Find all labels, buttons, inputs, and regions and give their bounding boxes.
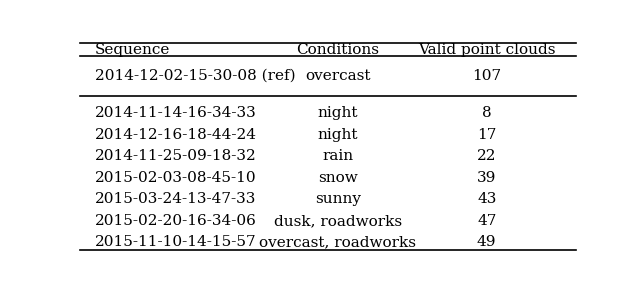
Text: 8: 8 [482, 106, 492, 120]
Text: night: night [317, 106, 358, 120]
Text: overcast, roadworks: overcast, roadworks [259, 235, 417, 249]
Text: 107: 107 [472, 69, 501, 83]
Text: 49: 49 [477, 235, 497, 249]
Text: overcast: overcast [305, 69, 371, 83]
Text: 2014-12-16-18-44-24: 2014-12-16-18-44-24 [95, 128, 257, 142]
Text: 43: 43 [477, 192, 497, 206]
Text: 2014-11-25-09-18-32: 2014-11-25-09-18-32 [95, 149, 257, 163]
Text: 39: 39 [477, 171, 497, 185]
Text: rain: rain [323, 149, 353, 163]
Text: 2015-11-10-14-15-57: 2015-11-10-14-15-57 [95, 235, 257, 249]
Text: Valid point clouds: Valid point clouds [418, 43, 556, 56]
Text: 2014-11-14-16-34-33: 2014-11-14-16-34-33 [95, 106, 257, 120]
Text: 47: 47 [477, 214, 497, 228]
Text: Conditions: Conditions [296, 43, 380, 56]
Text: Sequence: Sequence [95, 43, 170, 56]
Text: 17: 17 [477, 128, 497, 142]
Text: sunny: sunny [315, 192, 361, 206]
Text: 2015-02-20-16-34-06: 2015-02-20-16-34-06 [95, 214, 257, 228]
Text: 2014-12-02-15-30-08 (ref): 2014-12-02-15-30-08 (ref) [95, 69, 296, 83]
Text: 2015-03-24-13-47-33: 2015-03-24-13-47-33 [95, 192, 256, 206]
Text: 22: 22 [477, 149, 497, 163]
Text: night: night [317, 128, 358, 142]
Text: 2015-02-03-08-45-10: 2015-02-03-08-45-10 [95, 171, 257, 185]
Text: snow: snow [318, 171, 358, 185]
Text: dusk, roadworks: dusk, roadworks [274, 214, 402, 228]
